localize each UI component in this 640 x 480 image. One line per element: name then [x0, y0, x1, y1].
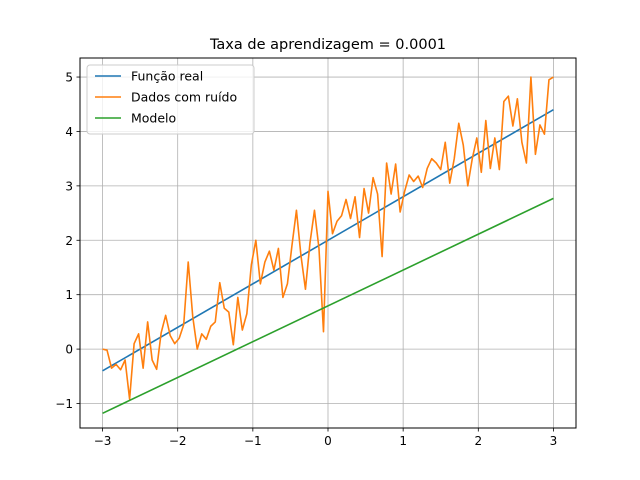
- x-tick-label: 2: [474, 434, 482, 448]
- legend: Função real Dados com ruído Modelo: [86, 64, 255, 135]
- x-tick-label: 3: [550, 434, 558, 448]
- chart-title: Taxa de aprendizagem = 0.0001: [209, 37, 446, 53]
- x-tick-label: 1: [399, 434, 407, 448]
- series-layer: [102, 76, 554, 415]
- y-tick-label: −1: [55, 397, 73, 411]
- axis-ticks: −3 −2 −1 0 1 2 3 −1 0 1 2 3 4 5: [55, 71, 557, 448]
- x-tick-label: −3: [94, 434, 112, 448]
- legend-box: [86, 64, 255, 135]
- y-tick-label: 0: [65, 343, 73, 357]
- legend-label: Função real: [131, 69, 203, 84]
- y-tick-label: 5: [65, 71, 73, 85]
- legend-label: Modelo: [131, 111, 176, 126]
- x-tick-label: 0: [324, 434, 332, 448]
- y-tick-label: 2: [65, 234, 73, 248]
- y-tick-label: 4: [65, 125, 73, 139]
- x-tick-label: −2: [169, 434, 187, 448]
- y-tick-label: 3: [65, 179, 73, 193]
- noisy-data-line: [102, 76, 554, 400]
- x-tick-label: −1: [244, 434, 262, 448]
- model-line: [102, 197, 554, 415]
- y-tick-label: 1: [65, 288, 73, 302]
- legend-label: Dados com ruído: [131, 90, 237, 105]
